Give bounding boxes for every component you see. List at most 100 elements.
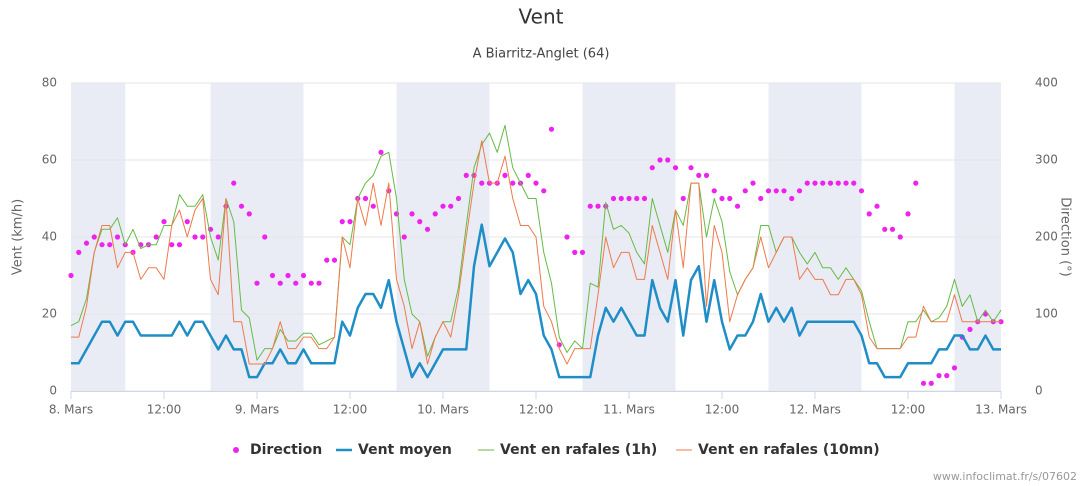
direction-point <box>308 280 314 286</box>
series-line <box>71 223 1001 379</box>
direction-point <box>564 234 570 240</box>
direction-point <box>796 188 803 194</box>
direction-point <box>634 195 640 202</box>
direction-point <box>107 242 113 248</box>
x-tick-label: 8. Mars <box>49 403 93 417</box>
direction-point <box>215 234 221 240</box>
direction-point <box>734 203 741 209</box>
direction-point <box>440 203 446 209</box>
direction-point <box>882 226 888 232</box>
x-tick-label: 11. Mars <box>603 403 655 417</box>
direction-point <box>641 195 648 202</box>
direction-point <box>510 180 516 186</box>
direction-point <box>176 242 183 248</box>
direction-point <box>324 257 330 263</box>
direction-point <box>727 195 733 202</box>
direction-point <box>858 188 865 194</box>
direction-point <box>649 165 655 171</box>
direction-point <box>463 172 469 178</box>
x-tick-label: 12:00 <box>519 403 554 417</box>
direction-point <box>401 234 407 240</box>
direction-point <box>68 272 74 279</box>
direction-point <box>238 203 245 209</box>
chart-title: Vent <box>519 5 564 29</box>
direction-point <box>711 188 717 194</box>
y2-axis-title: Direction (°) <box>1058 197 1073 277</box>
x-tick-label: 12:00 <box>333 403 368 417</box>
direction-point <box>587 203 593 209</box>
direction-point <box>688 165 694 171</box>
direction-point <box>626 195 632 202</box>
series-line <box>71 140 1001 365</box>
direction-point <box>742 188 748 194</box>
y-tick-label: 0 <box>49 384 57 398</box>
direction-point <box>696 172 702 178</box>
x-tick-label: 12:00 <box>147 403 182 417</box>
direction-point <box>76 249 82 255</box>
direction-point <box>889 226 896 232</box>
direction-point <box>541 188 547 194</box>
direction-point <box>944 373 950 379</box>
direction-point <box>672 165 679 171</box>
direction-point <box>293 280 299 286</box>
direction-point <box>843 180 849 186</box>
direction-point <box>866 211 872 217</box>
direction-point <box>827 180 834 186</box>
legend-label[interactable]: Vent moyen <box>358 442 452 458</box>
direction-point <box>300 272 307 279</box>
direction-point <box>874 203 880 209</box>
direction-point <box>936 373 942 379</box>
direction-point <box>773 188 779 194</box>
direction-point <box>680 195 686 202</box>
direction-point <box>610 195 617 202</box>
x-tick-label: 12. Mars <box>789 403 841 417</box>
direction-point <box>184 219 190 225</box>
direction-point <box>804 180 810 186</box>
direction-point <box>951 365 958 371</box>
direction-point <box>200 234 206 240</box>
direction-point <box>851 180 857 186</box>
direction-point <box>750 180 756 186</box>
y-tick-label: 80 <box>42 76 57 90</box>
x-tick-label: 12:00 <box>891 403 926 417</box>
direction-point <box>758 195 764 202</box>
y-tick-label: 60 <box>42 153 57 167</box>
legend-label[interactable]: Direction <box>250 442 322 458</box>
direction-point <box>254 280 260 286</box>
direction-point <box>719 195 725 202</box>
direction-point <box>91 234 97 240</box>
direction-point <box>347 219 353 225</box>
direction-point <box>479 180 485 186</box>
direction-point <box>262 234 268 240</box>
direction-point <box>789 195 795 202</box>
direction-point <box>533 180 539 186</box>
direction-point <box>161 219 167 225</box>
y-tick-label: 20 <box>42 307 57 321</box>
x-tick-label: 10. Mars <box>417 403 469 417</box>
y-tick-label: 40 <box>42 230 57 244</box>
legend-label[interactable]: Vent en rafales (10mn) <box>698 442 880 458</box>
direction-point <box>448 203 454 209</box>
y2-tick-label: 200 <box>1035 230 1058 244</box>
direction-point <box>114 234 121 240</box>
x-tick-label: 13. Mars <box>975 403 1027 417</box>
direction-point <box>192 234 198 240</box>
credits: www.infoclimat.fr/s/07602 <box>933 470 1077 483</box>
direction-point <box>409 211 415 217</box>
direction-point <box>897 234 903 240</box>
direction-point <box>820 180 826 186</box>
legend-label[interactable]: Vent en rafales (1h) <box>500 442 657 458</box>
direction-point <box>424 226 431 232</box>
direction-point <box>285 272 291 279</box>
direction-point <box>913 180 919 186</box>
y2-tick-label: 0 <box>1035 384 1043 398</box>
direction-point <box>99 242 105 248</box>
direction-point <box>378 149 384 155</box>
x-tick-label: 12:00 <box>705 403 740 417</box>
direction-point <box>269 272 276 279</box>
direction-point <box>548 126 555 132</box>
x-tick-label: 9. Mars <box>235 403 279 417</box>
direction-point <box>339 219 345 225</box>
direction-point <box>595 203 601 209</box>
